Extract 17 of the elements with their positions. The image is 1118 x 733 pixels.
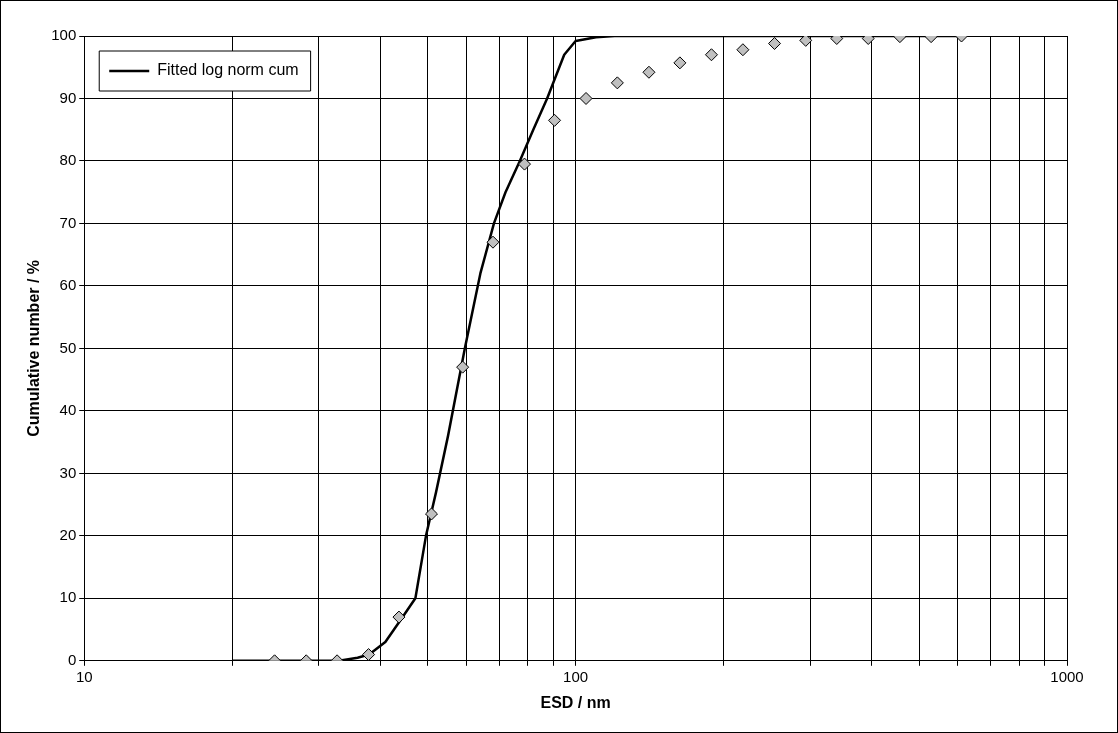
y-tick-label: 60 — [59, 276, 77, 294]
y-tick-label: 10 — [59, 588, 77, 606]
x-tick-label: 100 — [563, 667, 589, 685]
y-tick-label: 90 — [59, 88, 77, 106]
y-tick-label: 80 — [59, 151, 77, 169]
y-tick-label: 100 — [51, 26, 77, 44]
y-axis-title: Cumulative number / % — [25, 259, 43, 437]
y-tick-label: 70 — [59, 213, 77, 231]
x-tick-label: 1000 — [1050, 667, 1084, 685]
y-tick-label: 20 — [59, 525, 77, 543]
y-tick-label: 30 — [59, 463, 77, 481]
y-tick-label: 40 — [59, 401, 77, 419]
legend-label: Fitted log norm cum — [157, 61, 299, 79]
x-tick-label: 10 — [75, 667, 93, 685]
y-tick-label: 0 — [67, 650, 77, 668]
y-tick-label: 50 — [59, 338, 77, 356]
x-axis-title: ESD / nm — [540, 693, 611, 711]
